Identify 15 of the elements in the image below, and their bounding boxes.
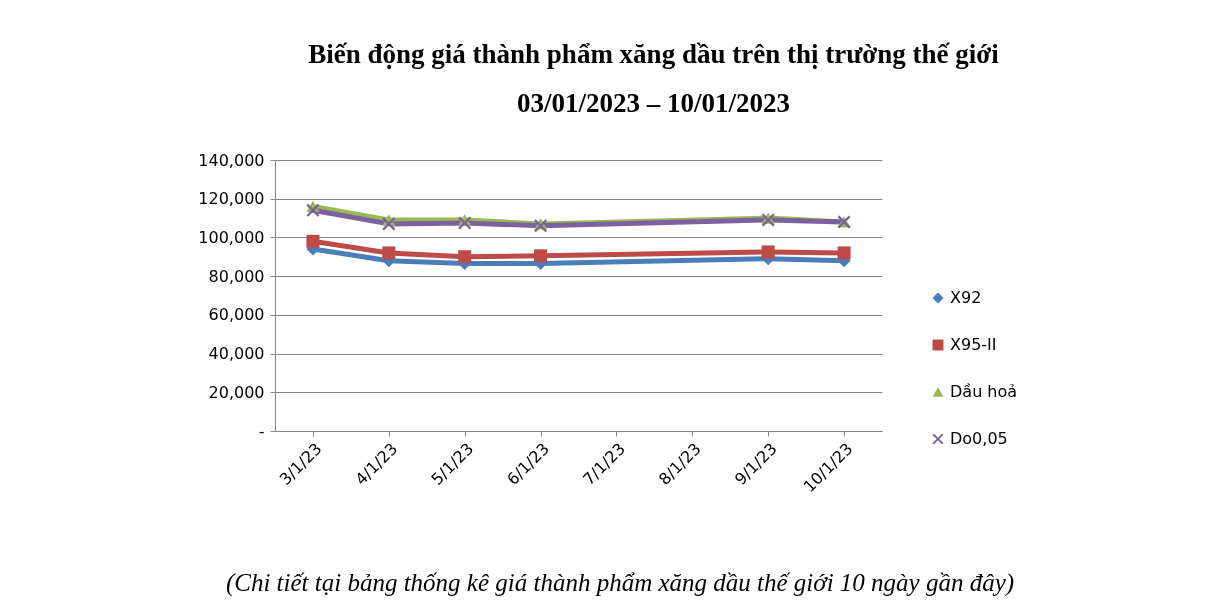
y-tick-label: 80,000	[208, 266, 265, 286]
legend-label: Dầu hoả	[950, 382, 1018, 401]
legend-label: Do0,05	[950, 429, 1008, 448]
y-tick-label: 40,000	[208, 344, 265, 364]
y-tick-label: 100,000	[198, 227, 265, 247]
text: (Chi tiết tại bảng thống kê giá thành phẩm xăng dầu thế giới 10 ngày gần đây)	[225, 569, 1015, 597]
y-tick-label: 60,000	[208, 305, 265, 325]
y-tick-label: 140,000	[198, 150, 265, 170]
y-tick-label: 120,000	[198, 189, 265, 209]
legend-label: X95-II	[950, 335, 997, 354]
chart-title: Biến động giá thành phẩm xăng dầu trên thị trường thế giới	[308, 39, 1000, 69]
y-tick-label: -	[258, 421, 265, 441]
y-tick-label: 20,000	[208, 382, 265, 402]
legend-label: X92	[950, 288, 982, 307]
chart-subtitle: 03/01/2023 – 10/01/2023	[516, 88, 791, 118]
